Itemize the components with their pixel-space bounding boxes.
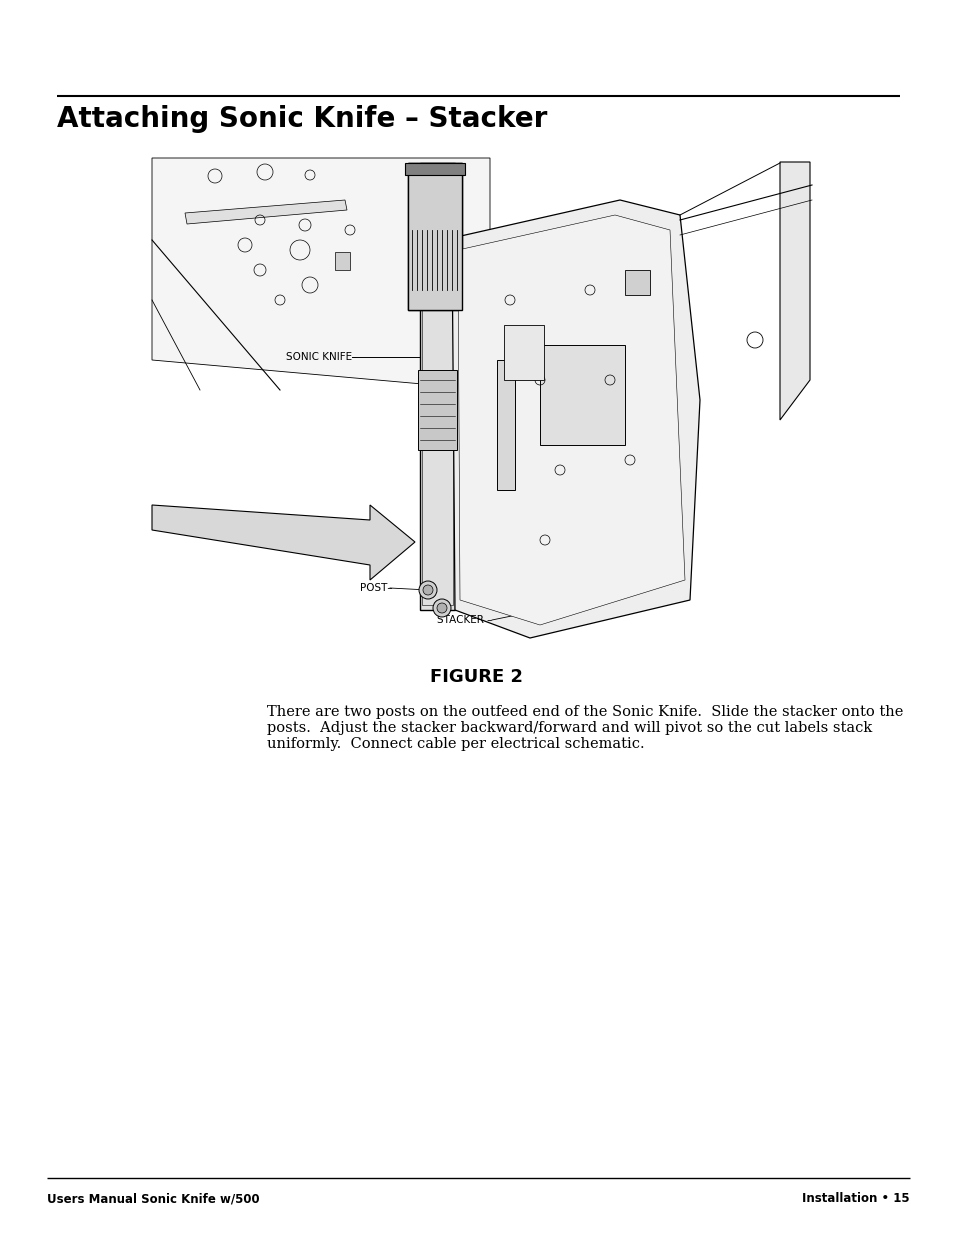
Text: FIGURE 2: FIGURE 2	[430, 668, 523, 685]
Text: Attaching Sonic Knife – Stacker: Attaching Sonic Knife – Stacker	[57, 105, 547, 133]
Polygon shape	[452, 200, 700, 638]
Polygon shape	[152, 505, 415, 580]
Polygon shape	[780, 162, 809, 420]
Bar	[408, 163, 461, 310]
Bar	[408, 163, 461, 310]
Polygon shape	[152, 158, 490, 390]
Text: SONIC KNIFE–: SONIC KNIFE–	[286, 352, 357, 362]
Text: posts.  Adjust the stacker backward/forward and will pivot so the cut labels sta: posts. Adjust the stacker backward/forwa…	[267, 721, 871, 735]
Circle shape	[422, 585, 433, 595]
Text: Installation • 15: Installation • 15	[801, 1192, 909, 1205]
Bar	[419, 163, 455, 610]
Bar	[405, 163, 464, 175]
Bar	[624, 270, 649, 295]
Text: uniformly.  Connect cable per electrical schematic.: uniformly. Connect cable per electrical …	[267, 737, 644, 751]
Circle shape	[418, 580, 436, 599]
Text: Users Manual Sonic Knife w/500: Users Manual Sonic Knife w/500	[47, 1192, 259, 1205]
Text: STACKER –: STACKER –	[436, 615, 492, 625]
Text: There are two posts on the outfeed end of the Sonic Knife.  Slide the stacker on: There are two posts on the outfeed end o…	[267, 705, 902, 719]
Bar	[503, 325, 543, 380]
Circle shape	[436, 603, 447, 613]
Polygon shape	[185, 200, 347, 224]
Bar	[421, 168, 453, 605]
Bar	[335, 252, 350, 270]
Text: POST–: POST–	[359, 583, 393, 593]
Bar	[417, 370, 456, 450]
Bar	[539, 345, 624, 445]
Polygon shape	[457, 215, 684, 625]
Bar	[497, 359, 515, 490]
Circle shape	[433, 599, 451, 618]
